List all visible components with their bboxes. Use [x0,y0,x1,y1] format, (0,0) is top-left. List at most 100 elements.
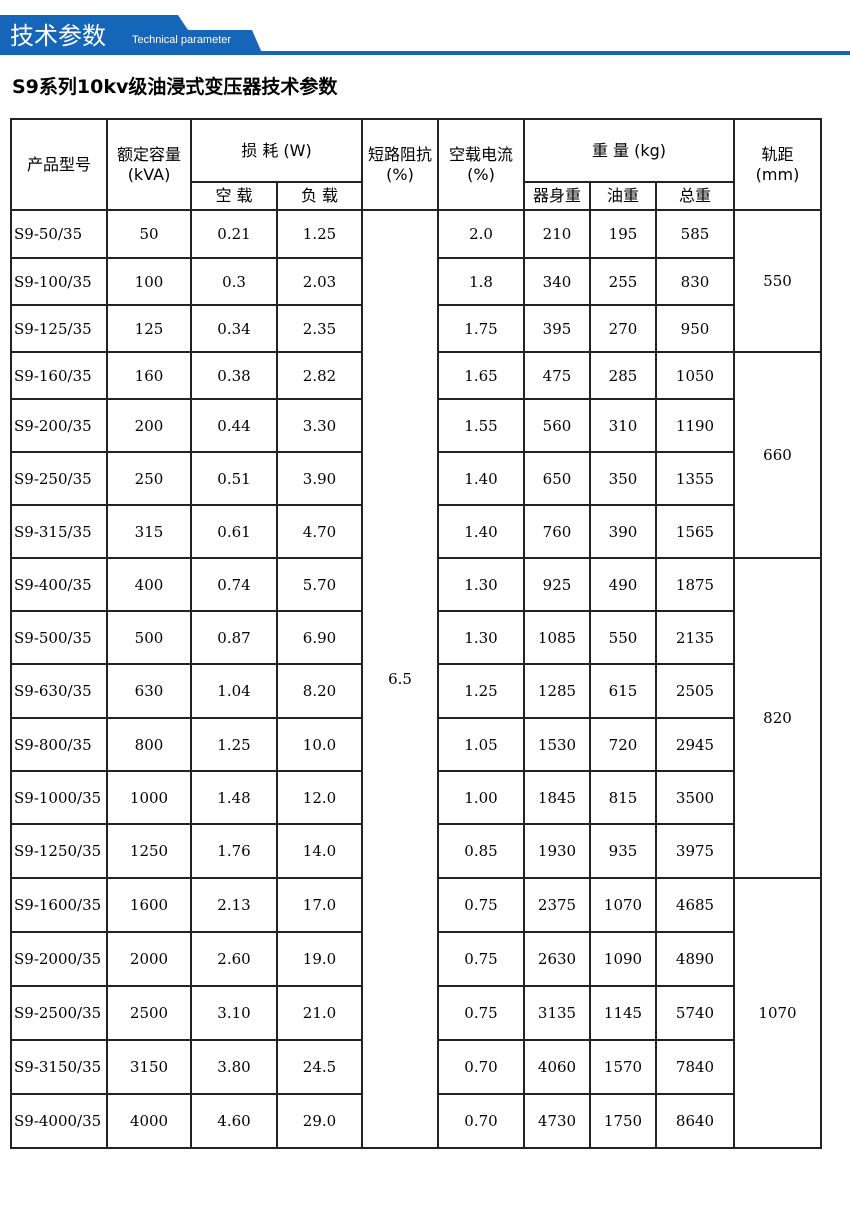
cell-load-loss: 4.70 [276,504,363,559]
cell-load-loss: 1.25 [276,209,363,259]
header-impedance: 短路阻抗 (%) [361,118,439,211]
cell-model: S9-2500/35 [10,985,108,1041]
table-row: S9-400/35 400 0.74 5.70 1.30 925 490 1875 820 [10,557,822,879]
table-row: S9-50/35 50 0.21 1.25 6.5 2.0 210 195 585 550 [10,209,822,1149]
cell-body-weight: 340 [523,257,591,306]
cell-total-weight: 950 [655,304,735,353]
cell-no-load-current: 1.65 [437,351,525,400]
header-body-weight: 器身重 [523,181,591,211]
table-row: S9-315/35 315 0.61 4.70 1.40 760 390 1565 [10,504,821,559]
cell-no-load-loss: 0.51 [190,451,278,506]
cell-load-loss: 21.0 [276,985,363,1041]
cell-load-loss: 19.0 [276,931,363,987]
cell-total-weight: 4890 [655,931,735,987]
cell-no-load-current: 1.30 [437,557,525,612]
cell-model: S9-4000/35 [10,1093,108,1149]
cell-capacity: 50 [106,209,192,259]
cell-model: S9-50/35 [10,209,108,259]
table-row: S9-160/35 160 0.38 2.82 1.65 475 285 1050 660 [10,351,822,559]
cell-load-loss: 2.03 [276,257,363,306]
header-total-weight: 总重 [655,181,735,211]
header-rail-label: 轨距 [761,144,794,164]
header-model: 产品型号 [10,118,108,211]
cell-oil-weight: 615 [589,663,657,719]
table-row: S9-2500/35 2500 3.10 21.0 0.75 3135 1145 5740 [10,985,821,1041]
cell-oil-weight: 1145 [589,985,657,1041]
cell-total-weight: 1190 [655,398,735,453]
cell-no-load-current: 1.40 [437,451,525,506]
cell-capacity: 1600 [106,877,192,933]
cell-load-loss: 29.0 [276,1093,363,1149]
cell-capacity: 630 [106,663,192,719]
cell-no-load-loss: 1.04 [190,663,278,719]
cell-body-weight: 560 [523,398,591,453]
header-impedance-unit: (%) [386,164,414,184]
cell-no-load-current: 1.05 [437,717,525,772]
cell-no-load-loss: 2.60 [190,931,278,987]
cell-load-loss: 2.82 [276,351,363,400]
cell-body-weight: 1845 [523,770,591,825]
cell-body-weight: 395 [523,304,591,353]
header-no-load: 空 载 [190,181,278,211]
cell-oil-weight: 310 [589,398,657,453]
cell-rail-gauge: 1070 [733,877,822,1149]
cell-load-loss: 6.90 [276,610,363,665]
cell-body-weight: 760 [523,504,591,559]
cell-load-loss: 12.0 [276,770,363,825]
cell-body-weight: 1285 [523,663,591,719]
cell-oil-weight: 550 [589,610,657,665]
cell-model: S9-1000/35 [10,770,108,825]
table-row: S9-1250/35 1250 1.76 14.0 0.85 1930 935 3975 [10,823,821,879]
cell-total-weight: 8640 [655,1093,735,1149]
table-row: S9-4000/35 4000 4.60 29.0 0.70 4730 1750 8640 [10,1093,821,1149]
header-weight: 重 量 (kg) [523,118,735,183]
cell-no-load-current: 2.0 [437,209,525,259]
cell-capacity: 2000 [106,931,192,987]
cell-total-weight: 830 [655,257,735,306]
cell-capacity: 1250 [106,823,192,879]
cell-oil-weight: 490 [589,557,657,612]
cell-model: S9-160/35 [10,351,108,400]
cell-capacity: 2500 [106,985,192,1041]
cell-capacity: 1000 [106,770,192,825]
cell-load-loss: 8.20 [276,663,363,719]
cell-no-load-current: 1.25 [437,663,525,719]
cell-no-load-current: 0.70 [437,1039,525,1095]
header-current-unit: (%) [467,164,495,184]
header-load: 负 载 [276,181,363,211]
header-current: 空载电流 (%) [437,118,525,211]
cell-capacity: 800 [106,717,192,772]
cell-oil-weight: 195 [589,209,657,259]
cell-load-loss: 3.30 [276,398,363,453]
header-oil-weight: 油重 [589,181,657,211]
cell-capacity: 200 [106,398,192,453]
cell-total-weight: 5740 [655,985,735,1041]
cell-load-loss: 17.0 [276,877,363,933]
table-row: S9-500/35 500 0.87 6.90 1.30 1085 550 2135 [10,610,821,665]
cell-model: S9-3150/35 [10,1039,108,1095]
cell-no-load-loss: 3.10 [190,985,278,1041]
cell-no-load-loss: 0.38 [190,351,278,400]
cell-load-loss: 10.0 [276,717,363,772]
cell-oil-weight: 935 [589,823,657,879]
cell-oil-weight: 815 [589,770,657,825]
cell-oil-weight: 1090 [589,931,657,987]
cell-capacity: 160 [106,351,192,400]
header-rail-unit: (mm) [755,164,800,184]
table-row: S9-3150/35 3150 3.80 24.5 0.70 4060 1570 7840 [10,1039,821,1095]
cell-no-load-loss: 0.74 [190,557,278,612]
cell-model: S9-400/35 [10,557,108,612]
cell-load-loss: 24.5 [276,1039,363,1095]
cell-no-load-current: 1.00 [437,770,525,825]
cell-body-weight: 1530 [523,717,591,772]
cell-body-weight: 4730 [523,1093,591,1149]
cell-oil-weight: 255 [589,257,657,306]
cell-no-load-current: 0.75 [437,877,525,933]
cell-body-weight: 3135 [523,985,591,1041]
cell-oil-weight: 720 [589,717,657,772]
header-impedance-label: 短路阻抗 [367,144,432,164]
cell-no-load-loss: 0.61 [190,504,278,559]
table-row: S9-100/35 100 0.3 2.03 1.8 340 255 830 [10,257,821,306]
cell-model: S9-1600/35 [10,877,108,933]
cell-model: S9-100/35 [10,257,108,306]
